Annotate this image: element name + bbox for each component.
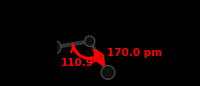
Circle shape bbox=[47, 40, 61, 54]
Text: 170.0 pm: 170.0 pm bbox=[107, 48, 162, 58]
Circle shape bbox=[101, 66, 115, 79]
Circle shape bbox=[85, 36, 95, 46]
Text: 110.9°: 110.9° bbox=[60, 58, 98, 68]
